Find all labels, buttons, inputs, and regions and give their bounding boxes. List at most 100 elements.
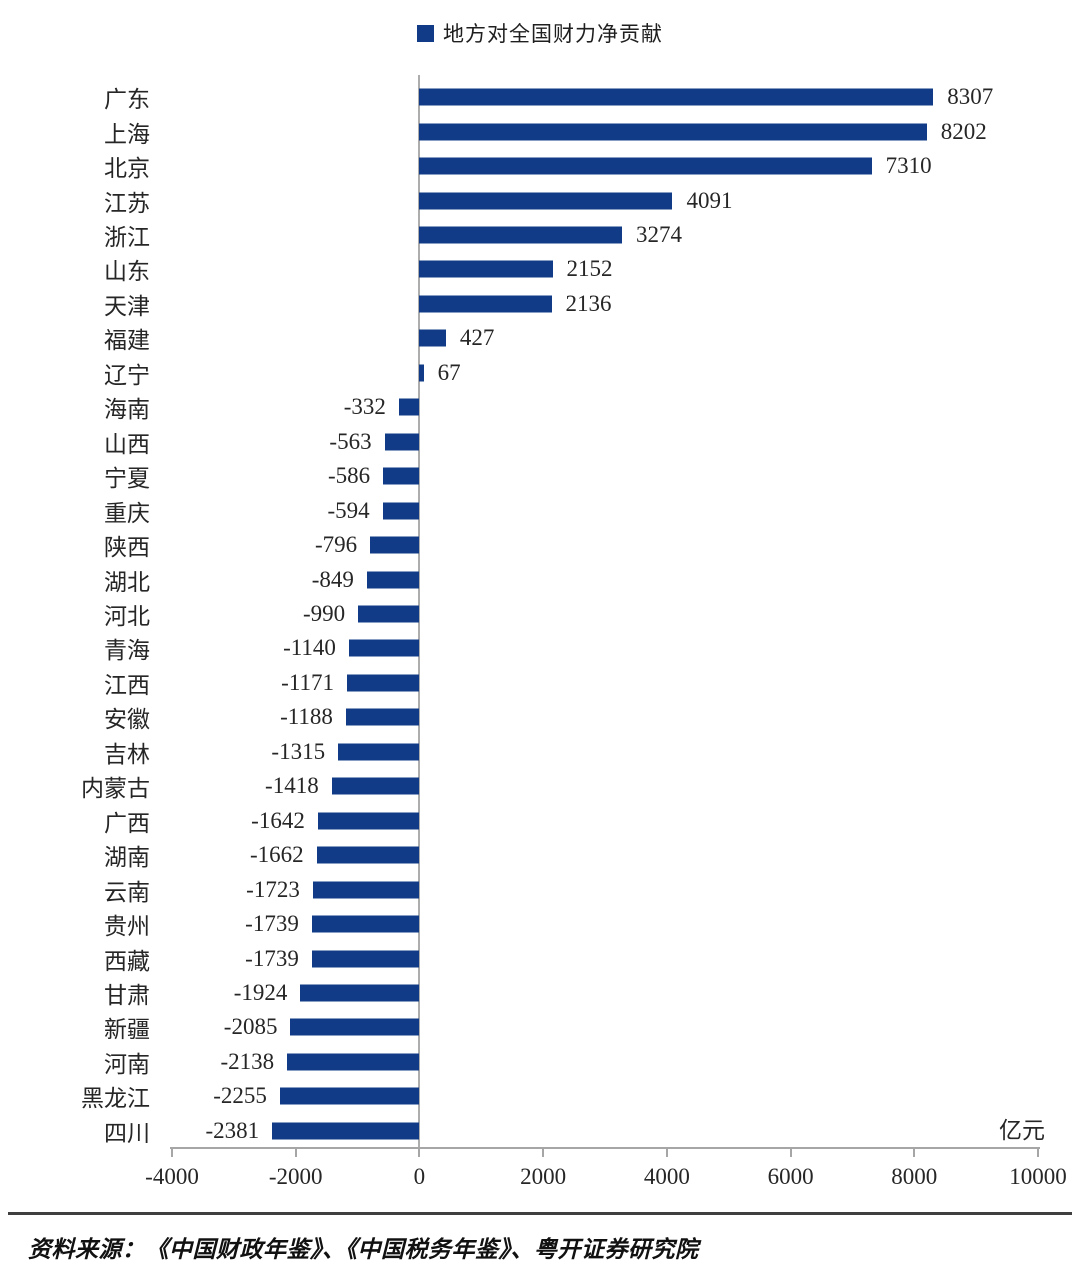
tick-label: 8000 [891,1164,938,1189]
category-label: 湖北 [104,569,150,595]
bar [287,1053,420,1071]
tick-mark [1037,1148,1039,1157]
value-label: 3274 [635,222,682,248]
bar [419,260,553,278]
bar-row: 福建 427 [104,321,1038,355]
bar-row: 安徽 -1188 [104,700,1038,734]
value-label: -2255 [213,1083,267,1109]
value-label: -1171 [281,669,334,695]
category-label: 青海 [104,638,150,664]
tick-mark [789,1148,792,1157]
bar [331,777,420,795]
bar [272,1122,420,1140]
bar [311,915,420,933]
value-label: -332 [343,394,386,420]
value-label: -1739 [245,945,299,971]
bar [419,88,934,106]
zero-axis-line [418,75,421,1148]
bar [348,639,420,657]
bar [312,881,420,899]
category-label: 云南 [104,879,150,905]
tick-mark [665,1148,668,1157]
bar [279,1087,420,1105]
bar-row: 贵州 -1739 [104,907,1038,941]
value-label: -990 [303,601,346,627]
bar-row: 河北 -990 [104,597,1038,631]
category-label: 山东 [104,259,150,285]
bar-row: 河南 -2138 [104,1045,1038,1079]
bar [370,536,420,554]
bar-row: 广东 8307 [104,80,1038,114]
category-label: 浙江 [104,225,150,251]
bar-row: 陕西 -796 [104,528,1038,562]
tick-label: 6000 [767,1164,814,1189]
tick-label: -2000 [268,1164,323,1189]
bar-row: 天津 2136 [104,287,1038,321]
bar [345,708,420,726]
category-label: 黑龙江 [81,1086,150,1112]
bar-row: 云南 -1723 [104,872,1038,906]
tick-label: 0 [413,1164,426,1189]
category-label: 陕西 [104,535,150,561]
category-label: 四川 [104,1120,150,1146]
bar-row: 重庆 -594 [104,493,1038,527]
bar [419,192,673,210]
category-label: 西藏 [104,948,150,974]
tick-label: -4000 [145,1164,199,1189]
bar [383,467,420,485]
bar [338,743,420,761]
category-label: 广西 [104,810,150,836]
tick-mark [294,1148,297,1157]
bar-row: 江苏 4091 [104,183,1038,217]
category-label: 甘肃 [104,983,150,1008]
bar-row: 山西 -563 [104,425,1038,459]
legend-label: 地方对全国财力净贡献 [443,22,663,46]
bar [316,846,420,864]
bar [311,950,420,968]
bar-row: 北京 7310 [104,149,1038,183]
category-label: 河北 [104,604,150,630]
value-label: -586 [328,463,371,489]
category-label: 贵州 [104,914,150,940]
value-label: -563 [329,428,372,454]
category-label: 宁夏 [104,466,150,492]
legend: 地方对全国财力净贡献 [0,18,1080,48]
tick-mark [542,1148,545,1157]
axis-unit-label: 亿元 [999,1118,1045,1143]
category-label: 湖南 [104,845,150,871]
bar [317,812,420,830]
value-label: 2152 [566,256,613,282]
category-label: 吉林 [104,741,150,767]
bar-row: 黑龙江 -2255 [81,1079,1038,1113]
tick-mark [913,1148,916,1157]
bar-row: 海南 -332 [104,390,1038,424]
value-label: -1188 [280,704,333,730]
bar-row: 宁夏 -586 [104,459,1038,493]
bar [290,1018,420,1036]
bar [300,984,420,1002]
value-label: -1140 [283,635,336,661]
bar-row: 广西 -1642 [104,804,1038,838]
value-label: -1315 [271,738,326,764]
tick-mark [171,1148,173,1157]
value-label: 2136 [565,290,612,316]
category-label: 江西 [104,672,150,698]
bar [419,329,446,347]
footer-divider [8,1212,1072,1215]
bar-row: 上海 8202 [104,114,1038,148]
bar-row: 西藏 -1739 [104,941,1038,975]
bar-row: 湖北 -849 [104,562,1038,596]
value-label: 7310 [885,153,932,179]
category-label: 广东 [104,87,150,113]
plot-area: 广东 8307 上海 8202 北京 7310 江苏 4091 浙江 3274 山东 2152 天津 21… [81,75,1067,1189]
tick-label: 2000 [520,1164,567,1189]
value-label: -796 [315,532,358,558]
bar [382,502,420,520]
category-label: 海南 [104,397,150,423]
tick-label: 4000 [643,1164,690,1189]
bar-row: 辽宁 67 [104,356,1038,390]
tick-label: 10000 [1009,1164,1067,1189]
bar-row: 湖南 -1662 [104,838,1038,872]
value-label: -849 [311,566,354,592]
bar [358,605,420,623]
